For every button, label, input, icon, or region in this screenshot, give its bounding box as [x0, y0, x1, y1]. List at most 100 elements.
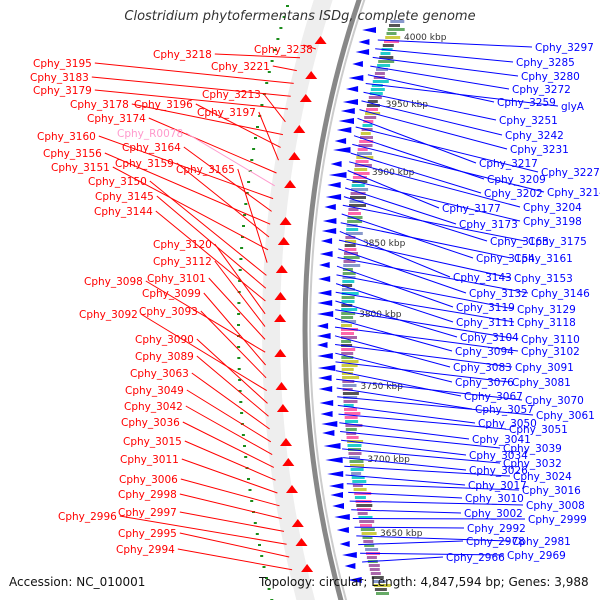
- left-gene-label: Cphy_2996: [58, 511, 117, 523]
- reverse-gene-arrow: [327, 182, 341, 188]
- genome-backbone: [302, 0, 362, 600]
- left-gene-label: Cphy_3164: [122, 142, 181, 154]
- right-leader-line: [335, 344, 513, 368]
- figure-title: Clostridium phytofermentans ISDg, comple…: [124, 9, 476, 24]
- right-gene-label: Cphy_3259: [497, 97, 556, 109]
- feature-band-segment: [353, 488, 367, 491]
- right-leader-line: [340, 431, 501, 449]
- left-gene-label: Cphy_3015: [123, 436, 182, 448]
- forward-gene-arrow: [279, 217, 292, 225]
- right-gene-label: Cphy_3214: [547, 187, 600, 199]
- reverse-gene-arrow: [336, 127, 352, 133]
- gc-dot: [237, 357, 241, 359]
- feature-band-segment: [347, 216, 363, 219]
- right-leader-line: [358, 540, 464, 546]
- left-leader-line: [191, 372, 270, 430]
- reverse-gene-arrow: [328, 172, 347, 178]
- reverse-gene-arrow: [334, 138, 347, 144]
- left-gene-label: Cphy_2997: [118, 507, 177, 519]
- right-gene-label: Cphy_3041: [472, 434, 531, 446]
- left-gene-label: Cphy_3063: [130, 368, 189, 380]
- feature-band-segment: [354, 496, 366, 499]
- gc-dot: [237, 302, 241, 304]
- right-gene-label: Cphy_3057: [475, 404, 534, 416]
- feature-band-segment: [346, 436, 359, 439]
- feature-band-segment: [349, 200, 364, 203]
- feature-band-segment: [348, 208, 359, 211]
- right-leader-line: [359, 109, 508, 150]
- reverse-gene-arrow: [358, 39, 370, 45]
- feature-band-segment: [353, 172, 370, 175]
- forward-gene-arrow: [275, 382, 288, 390]
- feature-band-segment: [366, 108, 378, 111]
- right-leader-line: [357, 117, 477, 164]
- right-gene-label: Cphy_3102: [521, 346, 580, 358]
- right-gene-label: Cphy_3110: [521, 334, 580, 346]
- gc-dot: [273, 49, 277, 51]
- left-leader-line: [131, 103, 283, 136]
- backbone-inner-line: [309, 0, 366, 600]
- feature-band-segment: [349, 456, 360, 459]
- left-leader-line: [155, 210, 266, 302]
- reverse-gene-arrow: [317, 342, 328, 348]
- left-gene-label: Cphy_3144: [94, 206, 153, 218]
- right-gene-label: Cphy_3132: [469, 288, 528, 300]
- feature-band-segment: [356, 504, 373, 507]
- right-gene-label: Cphy_3163: [490, 236, 549, 248]
- left-gene-label: Cphy_3183: [30, 72, 89, 84]
- feature-band-segment: [341, 292, 359, 295]
- feature-band-segment: [357, 148, 368, 151]
- feature-band-segment: [342, 376, 360, 379]
- feature-band-segment: [341, 324, 352, 327]
- left-leader-line: [196, 338, 268, 404]
- gc-dot: [242, 225, 245, 227]
- left-leader-line: [214, 260, 266, 327]
- right-gene-label: Cphy_3202: [484, 188, 543, 200]
- gc-dot: [282, 16, 286, 18]
- forward-gene-arrow: [282, 458, 295, 466]
- right-gene-label: Cphy_3010: [465, 493, 524, 505]
- feature-band-segment: [348, 212, 361, 215]
- feature-band-segment: [341, 288, 355, 291]
- feature-band-segment: [376, 68, 388, 71]
- right-gene-label: Cphy_3083: [453, 362, 512, 374]
- left-gene-label: Cphy_3150: [88, 176, 147, 188]
- left-leader-line: [237, 168, 268, 263]
- feature-band-segment: [342, 392, 359, 395]
- feature-band-segment: [343, 400, 358, 403]
- right-gene-label: Cphy_2981: [512, 536, 571, 548]
- right-gene-label: Cphy_3204: [523, 202, 582, 214]
- feature-band-segment: [352, 176, 367, 179]
- feature-band-segment: [390, 20, 405, 23]
- left-leader-line: [148, 117, 277, 174]
- left-gene-label: Cphy_3213: [202, 89, 261, 101]
- feature-band-segment: [345, 428, 357, 431]
- reverse-gene-arrow: [317, 311, 334, 317]
- gc-dot: [241, 434, 245, 436]
- feature-band-segment: [345, 240, 357, 243]
- right-leader-line: [342, 204, 526, 242]
- right-gene-label: Cphy_3039: [503, 443, 562, 455]
- right-gene-label: Cphy_3008: [526, 500, 585, 512]
- reverse-gene-arrow: [317, 333, 331, 339]
- feature-band-segment: [360, 528, 375, 531]
- right-leader-line: [351, 509, 462, 514]
- feature-band-segment: [343, 260, 356, 263]
- left-gene-label: Cphy_3099: [142, 288, 201, 300]
- feature-band-segment: [368, 96, 382, 99]
- right-leader-line: [343, 457, 467, 471]
- right-gene-label: Cphy_3146: [531, 288, 590, 300]
- reverse-gene-arrow: [336, 527, 349, 533]
- feature-band-segment: [355, 160, 369, 163]
- feature-band-segment: [341, 336, 357, 339]
- gc-dot: [243, 445, 246, 447]
- forward-gene-arrow: [275, 265, 288, 273]
- gc-dot: [244, 203, 248, 205]
- feature-band-segment: [343, 264, 361, 267]
- right-leader-line: [355, 126, 539, 173]
- reverse-gene-arrow: [320, 411, 333, 417]
- left-leader-line: [186, 389, 272, 443]
- left-leader-line: [184, 440, 276, 481]
- gc-dot: [238, 269, 242, 271]
- right-gene-label: Cphy_3129: [517, 304, 576, 316]
